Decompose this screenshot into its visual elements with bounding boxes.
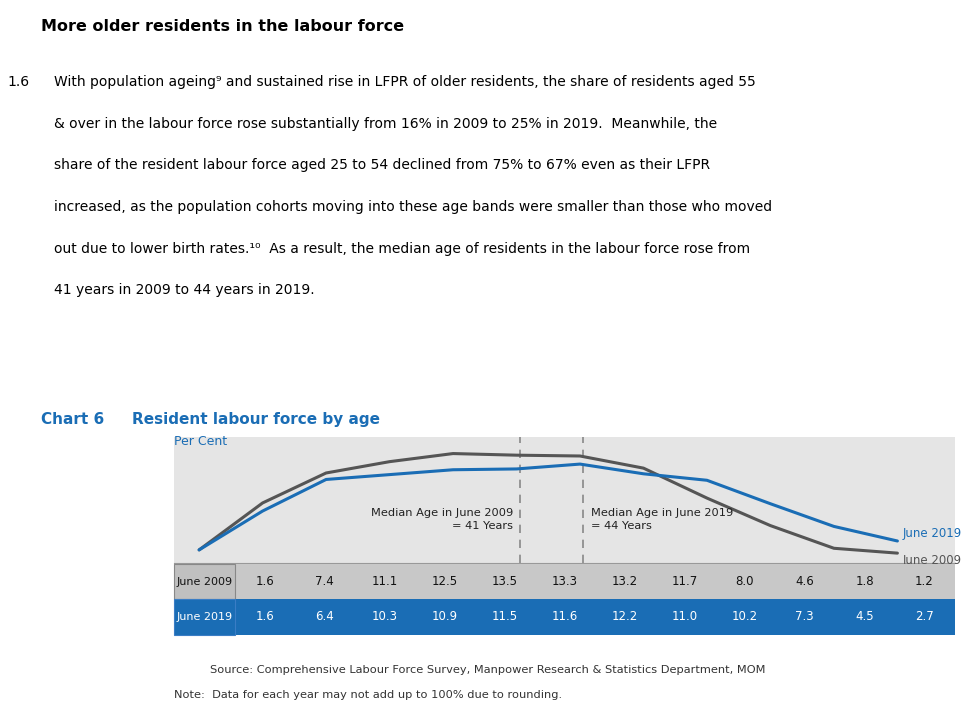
Text: 4.5: 4.5: [855, 610, 874, 624]
Text: 10.9: 10.9: [431, 610, 458, 624]
Text: Resident labour force by age: Resident labour force by age: [132, 412, 380, 427]
Text: 2.7: 2.7: [915, 610, 934, 624]
Bar: [174, 599, 234, 635]
Text: Chart 6: Chart 6: [41, 412, 104, 427]
Text: 8.0: 8.0: [735, 575, 753, 589]
Text: out due to lower birth rates.¹⁰  As a result, the median age of residents in the: out due to lower birth rates.¹⁰ As a res…: [54, 242, 750, 256]
Text: Source: Comprehensive Labour Force Survey, Manpower Research & Statistics Depart: Source: Comprehensive Labour Force Surve…: [210, 665, 766, 675]
Text: 13.3: 13.3: [551, 575, 578, 589]
Text: 12.2: 12.2: [611, 610, 637, 624]
Text: 11.0: 11.0: [671, 610, 698, 624]
Text: June 2009: June 2009: [176, 577, 232, 587]
Text: Per Cent: Per Cent: [174, 435, 226, 448]
Text: 11.1: 11.1: [372, 575, 398, 589]
Text: Median Age in June 2019
= 44 Years: Median Age in June 2019 = 44 Years: [590, 508, 733, 531]
Text: 7.3: 7.3: [795, 610, 814, 624]
Text: 1.8: 1.8: [855, 575, 874, 589]
Text: 12.5: 12.5: [431, 575, 458, 589]
Text: 41 years in 2009 to 44 years in 2019.: 41 years in 2009 to 44 years in 2019.: [54, 283, 314, 298]
Text: 13.2: 13.2: [612, 575, 637, 589]
Text: 11.6: 11.6: [551, 610, 578, 624]
Text: 10.2: 10.2: [731, 610, 757, 624]
Text: 4.6: 4.6: [795, 575, 814, 589]
Text: & over in the labour force rose substantially from 16% in 2009 to 25% in 2019.  : & over in the labour force rose substant…: [54, 117, 716, 131]
Text: Median Age in June 2009
= 41 Years: Median Age in June 2009 = 41 Years: [371, 508, 513, 531]
Text: 1.6: 1.6: [256, 575, 274, 589]
Text: 1.2: 1.2: [915, 575, 934, 589]
Text: 7.4: 7.4: [315, 575, 334, 589]
Text: 1.6: 1.6: [8, 75, 30, 90]
Text: With population ageing⁹ and sustained rise in LFPR of older residents, the share: With population ageing⁹ and sustained ri…: [54, 75, 755, 90]
Text: June 2009: June 2009: [903, 554, 961, 567]
Text: 11.7: 11.7: [671, 575, 698, 589]
Text: June 2019: June 2019: [176, 612, 232, 622]
Text: 1.6: 1.6: [256, 610, 274, 624]
Text: 13.5: 13.5: [492, 575, 517, 589]
Text: 10.3: 10.3: [372, 610, 397, 624]
Text: 11.5: 11.5: [492, 610, 517, 624]
Text: 6.4: 6.4: [315, 610, 334, 624]
Text: June 2019: June 2019: [903, 527, 961, 540]
Bar: [174, 564, 955, 599]
Text: increased, as the population cohorts moving into these age bands were smaller th: increased, as the population cohorts mov…: [54, 200, 772, 214]
Bar: [174, 599, 955, 635]
Bar: [174, 564, 234, 599]
Text: share of the resident labour force aged 25 to 54 declined from 75% to 67% even a: share of the resident labour force aged …: [54, 158, 710, 173]
Text: More older residents in the labour force: More older residents in the labour force: [41, 19, 404, 34]
Text: Note:  Data for each year may not add up to 100% due to rounding.: Note: Data for each year may not add up …: [174, 690, 562, 700]
